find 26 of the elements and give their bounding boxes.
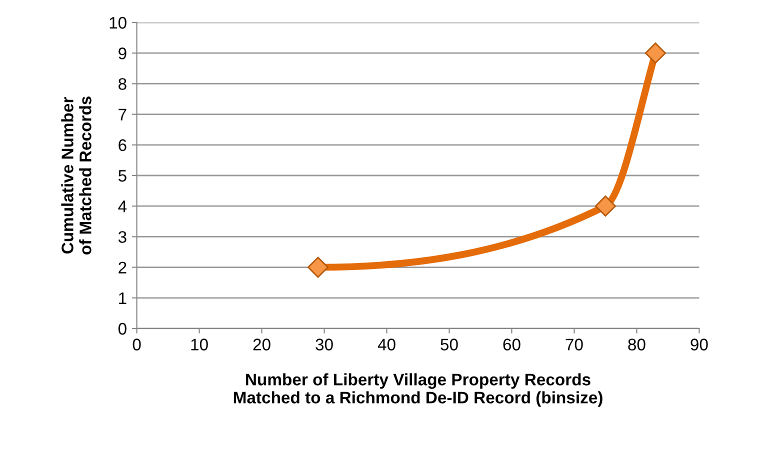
y-tick-label: 1	[119, 292, 126, 304]
point	[594, 196, 616, 217]
y-tick-label: 2	[118, 262, 126, 274]
x-tick-label: 80	[628, 338, 646, 350]
x-tick-label: 70	[566, 338, 583, 350]
x-tick-label: 40	[378, 338, 396, 350]
x-tick-label: 0	[132, 338, 141, 350]
y-axis-title: Cumulative Number of Matched Records	[61, 96, 92, 254]
y-tick-label: 6	[118, 139, 126, 152]
y-tick-label: 5	[118, 170, 126, 182]
point	[308, 256, 329, 278]
x-tick-label: 20	[253, 338, 270, 350]
point	[644, 42, 666, 64]
x-tick-label: 10	[191, 338, 208, 350]
y-tick-label: 8	[118, 78, 126, 90]
y-tick-label: 3	[118, 231, 126, 243]
y-tick-label: 10	[110, 16, 126, 29]
y-tick-label: 4	[118, 200, 127, 212]
x-tick-label: 90	[690, 338, 708, 350]
y-tick-label: 7	[118, 108, 126, 120]
x-tick-label: 50	[440, 338, 458, 350]
x-tick-label: 60	[503, 338, 520, 350]
x-tick-label: 30	[316, 338, 333, 350]
x-axis-title: Number of Liberty Village Property Records Matched to a Richmond De-ID Record (binsize)	[234, 373, 602, 407]
y-tick-label: 9	[118, 48, 126, 60]
y-tick-label: 0	[118, 322, 126, 335]
